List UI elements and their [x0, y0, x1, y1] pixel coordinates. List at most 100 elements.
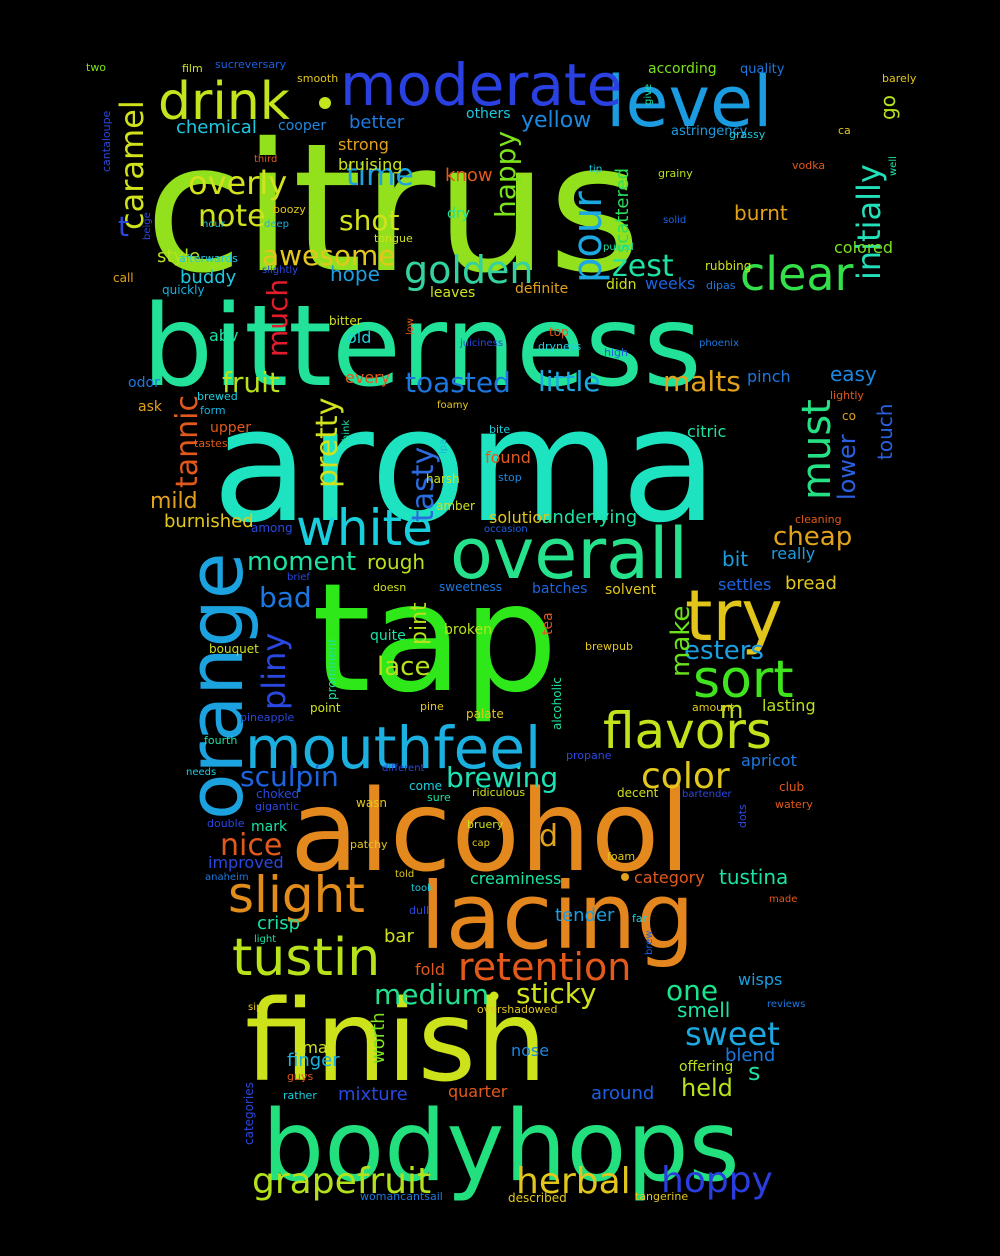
- word-small: small: [294, 1038, 337, 1057]
- word-think: think: [341, 420, 352, 445]
- word-didn: didn: [606, 277, 637, 293]
- word-different: different: [382, 763, 425, 774]
- word-tender: tender: [555, 905, 615, 926]
- word-described: described: [508, 1191, 567, 1205]
- word-tasty: tasty: [406, 447, 441, 522]
- word-call: call: [113, 271, 134, 285]
- word-cheap: cheap: [773, 522, 852, 552]
- word-m: m: [720, 696, 743, 724]
- word-ridiculous: ridiculous: [472, 786, 525, 799]
- word-creaminess: creaminess: [470, 869, 561, 888]
- word-easy: easy: [830, 362, 877, 386]
- word-beige: beige: [142, 212, 153, 240]
- word-strong: strong: [338, 135, 389, 154]
- word-ipa: ipa: [438, 439, 449, 454]
- word-foam: foam: [607, 850, 635, 863]
- word-give: give: [643, 84, 654, 105]
- word-according: according: [648, 61, 717, 77]
- word-tangerine: tangerine: [635, 1190, 688, 1203]
- word-s: s: [748, 1058, 761, 1086]
- word-brewing: brewing: [446, 761, 558, 794]
- word-tip: tip: [589, 164, 602, 175]
- word-style: style: [157, 246, 200, 267]
- word-slightly: slightly: [262, 265, 298, 276]
- word-note: note: [198, 199, 266, 234]
- word-foamy: foamy: [437, 400, 469, 411]
- word-overall: overall: [450, 513, 688, 595]
- word-brewpub: brewpub: [585, 640, 633, 653]
- word-cooper: cooper: [278, 118, 326, 134]
- word-tongue: tongue: [374, 232, 413, 245]
- word-quickly: quickly: [162, 283, 205, 297]
- word-among: among: [251, 521, 293, 535]
- word-bruery: bruery: [467, 818, 504, 831]
- word-dryness: dryness: [538, 340, 581, 353]
- word-mouthfeel: mouthfeel: [245, 714, 541, 782]
- word-malts: malts: [663, 365, 741, 398]
- word-moderate: moderate: [340, 51, 622, 119]
- word-bitter: bitter: [329, 314, 362, 328]
- word-worth: worth: [368, 1012, 389, 1064]
- word-cleaning: cleaning: [795, 513, 842, 526]
- word-propane: propane: [566, 749, 612, 762]
- word-slight: slight: [228, 866, 365, 924]
- word-dipas: dipas: [706, 279, 736, 292]
- word-happy: happy: [489, 131, 522, 218]
- word-held: held: [681, 1074, 733, 1102]
- word-ca: ca: [838, 124, 851, 137]
- word-film: film: [182, 62, 203, 75]
- word-sucreversary: sucreversary: [215, 58, 287, 71]
- word-much: much: [261, 279, 294, 357]
- word-reviews: reviews: [767, 999, 805, 1010]
- word-astringency: astringency: [671, 124, 748, 139]
- dot-2: [621, 873, 629, 881]
- word-crisp: crisp: [257, 913, 300, 934]
- word-well: well: [888, 156, 899, 176]
- word-ask: ask: [138, 399, 163, 415]
- word-decent: decent: [617, 786, 659, 800]
- word-form: form: [200, 404, 226, 417]
- word-stop: stop: [498, 471, 522, 484]
- word-burnished: burnished: [164, 511, 254, 532]
- word-every: every: [345, 368, 390, 387]
- word-initially: initially: [850, 164, 888, 280]
- word-white: white: [296, 499, 433, 557]
- word-clear: clear: [740, 247, 854, 301]
- word-nice: nice: [220, 828, 282, 863]
- word-top: top: [549, 325, 569, 339]
- word-broken: broken: [444, 622, 492, 638]
- word-grainy: grainy: [658, 167, 693, 180]
- word-rather: rather: [283, 1089, 317, 1102]
- word-tea: tea: [540, 612, 556, 635]
- word-rough: rough: [367, 550, 425, 574]
- word-moment: moment: [247, 547, 356, 577]
- word-two: two: [86, 61, 106, 74]
- word-barely: barely: [882, 72, 917, 85]
- word-really: really: [771, 544, 815, 563]
- word-sip: sip: [248, 1002, 262, 1013]
- word-palate: palate: [466, 707, 504, 721]
- word-afterwards: afterwards: [179, 252, 238, 265]
- word-little: little: [538, 365, 601, 398]
- word-third: third: [254, 154, 277, 165]
- word-underlying: underlying: [541, 507, 637, 528]
- word-touch: touch: [873, 404, 897, 460]
- word-needs: needs: [186, 767, 216, 778]
- word-brew: brew: [644, 930, 655, 955]
- word-doesn: doesn: [373, 581, 406, 594]
- word-aroma: aroma: [212, 374, 718, 558]
- word-tannic: tannic: [170, 395, 205, 488]
- word-grassy: grassy: [729, 128, 766, 141]
- word-hour: hour: [202, 219, 226, 230]
- word-shot: shot: [339, 204, 399, 237]
- word-gigantic: gigantic: [255, 800, 299, 813]
- word-lace: lace: [377, 652, 430, 682]
- word-bar: bar: [384, 926, 414, 947]
- word-pour: pour: [565, 191, 611, 283]
- word-mark: mark: [251, 819, 288, 835]
- word-hope: hope: [330, 262, 380, 286]
- word-smooth: smooth: [297, 72, 338, 85]
- word-watery: watery: [775, 798, 813, 811]
- word-bitterness: bitterness: [142, 282, 702, 412]
